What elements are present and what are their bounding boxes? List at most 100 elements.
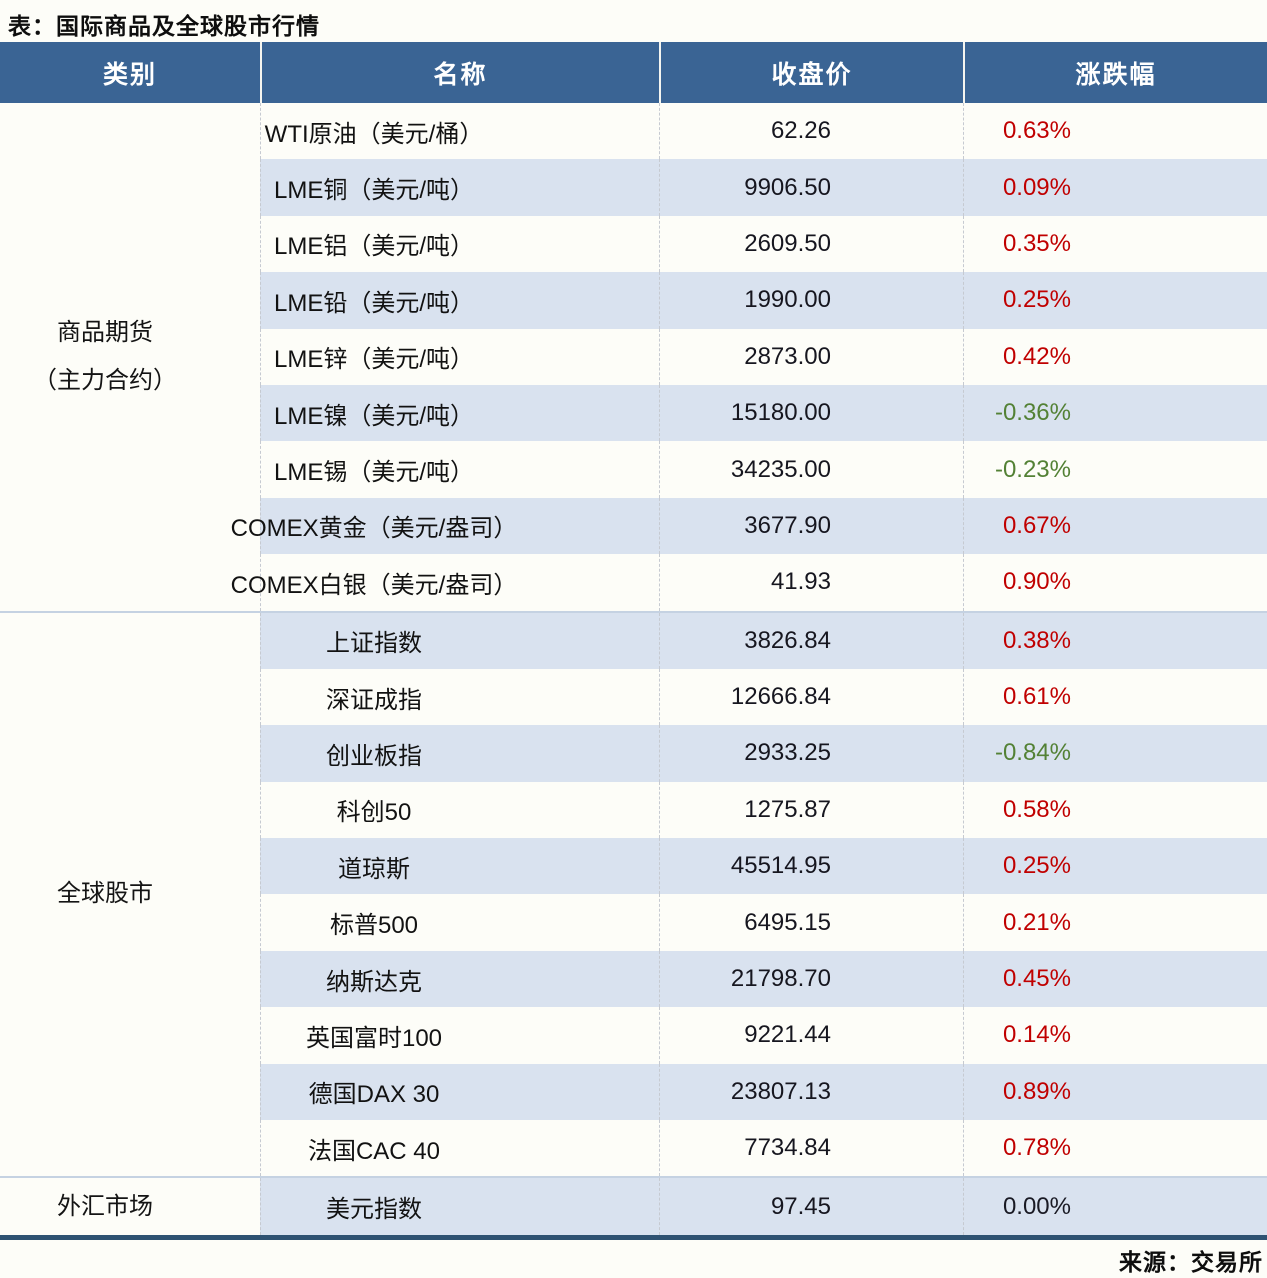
- table-header: 类别 名称 收盘价 涨跌幅: [0, 42, 1267, 103]
- table-section: 全球股市 上证指数 3826.84 0.38% 深证成指 12666.84 0.61% 创业板…: [0, 610, 1267, 1177]
- table-row: LME镍（美元/吨） 15180.00 -0.36%: [260, 384, 1267, 442]
- instrument-name: 标普500: [260, 894, 659, 951]
- column-header-category: 类别: [102, 60, 157, 89]
- column-header-change: 涨跌幅: [963, 42, 1267, 103]
- source-note: 来源：交易所: [1119, 1249, 1263, 1275]
- category-label: 全球股市: [57, 880, 153, 908]
- change-percent: 0.58%: [963, 781, 1267, 839]
- table-row: WTI原油（美元/桶） 62.26 0.63%: [260, 103, 1267, 160]
- close-price: 23807.13: [659, 1063, 963, 1121]
- close-price: 9221.44: [659, 1007, 963, 1064]
- table-row: 深证成指 12666.84 0.61%: [260, 668, 1267, 726]
- instrument-name: COMEX白银（美元/盎司）: [231, 554, 659, 611]
- category-label: 外汇市场: [57, 1192, 153, 1220]
- instrument-name: 上证指数: [260, 612, 659, 669]
- close-price: 62.26: [659, 103, 963, 160]
- change-percent: 0.90%: [963, 554, 1267, 611]
- instrument-name: WTI原油（美元/桶）: [260, 103, 659, 160]
- category-label: 商品期货: [57, 318, 153, 346]
- change-percent: 0.89%: [963, 1063, 1267, 1121]
- close-price: 6495.15: [659, 894, 963, 951]
- close-price: 3826.84: [659, 612, 963, 669]
- table-row: LME锌（美元/吨） 2873.00 0.42%: [260, 328, 1267, 385]
- instrument-name: COMEX黄金（美元/盎司）: [231, 497, 659, 555]
- table-row: LME锡（美元/吨） 34235.00 -0.23%: [260, 441, 1267, 498]
- change-percent: 0.14%: [963, 1007, 1267, 1064]
- table-body: 商品期货 （主力合约） WTI原油（美元/桶） 62.26 0.63% LME铜（美元/吨…: [0, 103, 1267, 1240]
- category-cell: 外汇市场: [0, 1178, 260, 1234]
- close-price: 21798.70: [659, 950, 963, 1008]
- instrument-name: 德国DAX 30: [260, 1063, 659, 1121]
- table-row: LME铅（美元/吨） 1990.00 0.25%: [260, 272, 1267, 329]
- instrument-name: LME镍（美元/吨）: [260, 384, 659, 442]
- close-price: 15180.00: [659, 384, 963, 442]
- close-price: 2873.00: [659, 328, 963, 385]
- instrument-name: 美元指数: [260, 1178, 659, 1235]
- category-cell: 商品期货 （主力合约）: [0, 103, 260, 611]
- table-row: 美元指数 97.45 0.00%: [260, 1178, 1267, 1235]
- category-label: （主力合约）: [33, 366, 177, 394]
- table-row: 上证指数 3826.84 0.38%: [260, 612, 1267, 669]
- instrument-name: 纳斯达克: [260, 950, 659, 1008]
- instrument-name: 深证成指: [260, 668, 659, 726]
- section-rows: 美元指数 97.45 0.00%: [260, 1178, 1267, 1235]
- change-percent: 0.42%: [963, 328, 1267, 385]
- table-row: COMEX白银（美元/盎司） 41.93 0.90%: [231, 554, 1267, 611]
- change-percent: 0.21%: [963, 894, 1267, 951]
- instrument-name: 道琼斯: [260, 838, 659, 895]
- change-percent: -0.84%: [963, 725, 1267, 782]
- close-price: 1990.00: [659, 272, 963, 329]
- instrument-name: 创业板指: [260, 725, 659, 782]
- market-table: 类别 名称 收盘价 涨跌幅 商品期货 （主力合约） WTI原油（美元/桶） 62.26…: [0, 42, 1267, 1240]
- close-price: 2933.25: [659, 725, 963, 782]
- table-row: LME铜（美元/吨） 9906.50 0.09%: [260, 159, 1267, 216]
- table-row: 标普500 6495.15 0.21%: [260, 894, 1267, 951]
- change-percent: 0.45%: [963, 950, 1267, 1008]
- table-row: 英国富时100 9221.44 0.14%: [260, 1007, 1267, 1064]
- section-rows: 上证指数 3826.84 0.38% 深证成指 12666.84 0.61% 创业板指 293…: [260, 612, 1267, 1177]
- close-price: 12666.84: [659, 668, 963, 726]
- change-percent: 0.78%: [963, 1120, 1267, 1177]
- instrument-name: 英国富时100: [260, 1007, 659, 1064]
- close-price: 34235.00: [659, 441, 963, 498]
- change-percent: 0.09%: [963, 159, 1267, 216]
- change-percent: 0.25%: [963, 838, 1267, 895]
- category-cell: 全球股市: [0, 613, 260, 1177]
- column-header-close: 收盘价: [659, 42, 963, 103]
- table-section: 商品期货 （主力合约） WTI原油（美元/桶） 62.26 0.63% LME铜（美元/吨…: [0, 103, 1267, 611]
- change-percent: 0.00%: [963, 1178, 1267, 1235]
- instrument-name: 科创50: [260, 781, 659, 839]
- close-price: 97.45: [659, 1178, 963, 1235]
- close-price: 3677.90: [659, 497, 963, 555]
- instrument-name: LME铜（美元/吨）: [260, 159, 659, 216]
- close-price: 45514.95: [659, 838, 963, 895]
- table-row: 道琼斯 45514.95 0.25%: [260, 838, 1267, 895]
- table-row: 纳斯达克 21798.70 0.45%: [260, 950, 1267, 1008]
- instrument-name: LME铅（美元/吨）: [260, 272, 659, 329]
- change-percent: -0.36%: [963, 384, 1267, 442]
- close-price: 9906.50: [659, 159, 963, 216]
- table-row: 德国DAX 30 23807.13 0.89%: [260, 1063, 1267, 1121]
- change-percent: 0.25%: [963, 272, 1267, 329]
- change-percent: 0.61%: [963, 668, 1267, 726]
- section-rows: WTI原油（美元/桶） 62.26 0.63% LME铜（美元/吨） 9906.50 0.…: [231, 103, 1267, 611]
- change-percent: 0.63%: [963, 103, 1267, 160]
- table-title: 表：国际商品及全球股市行情: [8, 13, 320, 39]
- close-price: 41.93: [659, 554, 963, 611]
- instrument-name: 法国CAC 40: [260, 1120, 659, 1177]
- table-section: 外汇市场 美元指数 97.45 0.00%: [0, 1176, 1267, 1235]
- close-price: 2609.50: [659, 215, 963, 273]
- table-row: 法国CAC 40 7734.84 0.78%: [260, 1120, 1267, 1177]
- instrument-name: LME铝（美元/吨）: [260, 215, 659, 273]
- table-row: COMEX黄金（美元/盎司） 3677.90 0.67%: [231, 497, 1267, 555]
- table-row: LME铝（美元/吨） 2609.50 0.35%: [260, 215, 1267, 273]
- close-price: 1275.87: [659, 781, 963, 839]
- instrument-name: LME锌（美元/吨）: [260, 328, 659, 385]
- change-percent: 0.35%: [963, 215, 1267, 273]
- close-price: 7734.84: [659, 1120, 963, 1177]
- change-percent: 0.38%: [963, 612, 1267, 669]
- change-percent: -0.23%: [963, 441, 1267, 498]
- instrument-name: LME锡（美元/吨）: [260, 441, 659, 498]
- change-percent: 0.67%: [963, 497, 1267, 555]
